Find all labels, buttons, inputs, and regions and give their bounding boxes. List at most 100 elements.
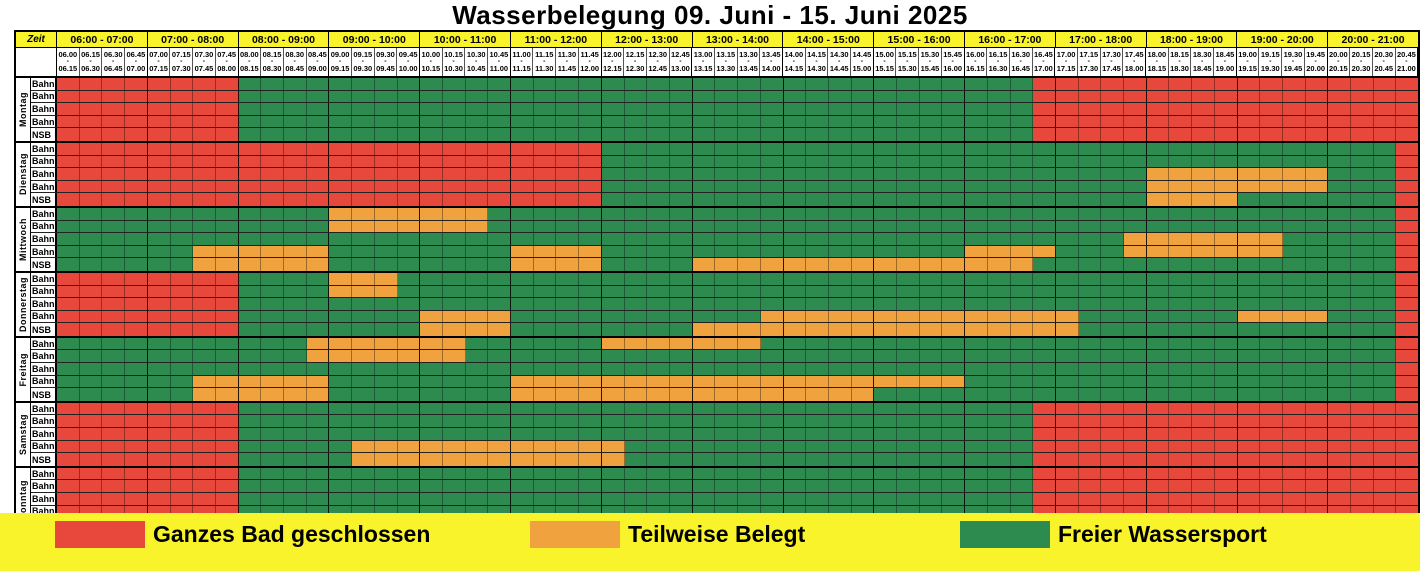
slot-cell xyxy=(442,180,466,193)
slot-cell xyxy=(601,402,625,415)
slot-cell xyxy=(215,207,239,220)
day-label-text: Freitag xyxy=(18,352,28,387)
slot-cell xyxy=(1260,103,1283,115)
slot-cell xyxy=(874,103,898,115)
slot-cell xyxy=(1328,180,1352,193)
slot-cell xyxy=(1101,480,1125,492)
slot-cell xyxy=(79,505,103,518)
slot-cell xyxy=(1146,415,1170,428)
slot-cell xyxy=(647,453,670,466)
slot-cell xyxy=(57,168,80,180)
slot-cell xyxy=(851,363,875,375)
lane-row-bahn-1: Bahn 1 xyxy=(31,467,1419,481)
slot-cell xyxy=(1282,258,1306,271)
slot-cell xyxy=(533,207,557,220)
slot-cell xyxy=(1010,168,1034,180)
slot-cell xyxy=(1282,402,1306,415)
slot-cell xyxy=(738,363,761,375)
slot-cell xyxy=(1033,337,1056,350)
slot-cell xyxy=(601,428,625,440)
slot-cell xyxy=(261,388,285,401)
slot-cell xyxy=(987,285,1011,298)
slot-cell xyxy=(897,467,920,480)
slot-cell xyxy=(669,453,693,466)
slot-cell xyxy=(465,142,489,155)
quarter-header-cell: 13.15-13.30 xyxy=(715,48,738,76)
slot-cell xyxy=(942,155,966,168)
lane-label: Bahn 2 xyxy=(31,285,57,298)
slot-cell xyxy=(965,233,988,245)
lane-row-bahn-4: Bahn 4 xyxy=(31,180,1419,194)
slot-cell xyxy=(647,285,670,298)
slot-cell xyxy=(1305,220,1329,233)
slot-cell xyxy=(1033,285,1056,298)
slot-cell xyxy=(1055,467,1079,480)
slot-cell xyxy=(1396,415,1419,428)
slot-cell xyxy=(1192,375,1215,388)
slot-cell xyxy=(828,480,852,492)
slot-cell xyxy=(147,388,171,401)
slot-cell xyxy=(374,428,398,440)
slot-cell xyxy=(284,493,307,505)
slot-cell xyxy=(1328,375,1352,388)
slot-cell xyxy=(397,505,421,518)
slot-cell xyxy=(715,245,739,258)
slot-cell xyxy=(1260,350,1283,363)
slot-cell xyxy=(215,388,239,401)
slot-cell xyxy=(624,467,648,480)
slot-cell xyxy=(1237,298,1261,310)
slot-cell xyxy=(828,298,852,310)
slot-cell xyxy=(125,207,148,220)
slot-cell xyxy=(374,180,398,193)
slot-cell xyxy=(1373,142,1397,155)
slot-cell xyxy=(465,155,489,168)
slot-cell xyxy=(783,402,807,415)
slot-cell xyxy=(1124,402,1147,415)
slot-cell xyxy=(1033,180,1056,193)
slot-cell xyxy=(238,350,262,363)
slot-cell xyxy=(420,155,443,168)
slot-cell xyxy=(57,233,80,245)
slot-cell xyxy=(874,350,898,363)
slot-cell xyxy=(942,233,966,245)
slot-cell xyxy=(624,440,648,453)
slot-cell xyxy=(1055,142,1079,155)
slot-cell xyxy=(647,388,670,401)
slot-cell xyxy=(284,207,307,220)
slot-cell xyxy=(624,168,648,180)
slot-cell xyxy=(374,245,398,258)
slot-cell xyxy=(1192,128,1215,141)
slot-cell xyxy=(1124,103,1147,115)
slot-cell xyxy=(284,168,307,180)
slot-cell xyxy=(79,415,103,428)
slot-cell xyxy=(374,337,398,350)
slot-cell xyxy=(57,78,80,90)
slot-cell xyxy=(851,493,875,505)
slot-cell xyxy=(647,245,670,258)
slot-cell xyxy=(624,285,648,298)
slot-cell xyxy=(1055,180,1079,193)
slot-cell xyxy=(987,78,1011,90)
slot-cell xyxy=(1078,245,1102,258)
slot-cell xyxy=(579,402,602,415)
quarter-header-cell: 08.15-08.30 xyxy=(261,48,284,76)
slot-cell xyxy=(261,220,285,233)
slot-cell xyxy=(987,272,1011,285)
slot-cell xyxy=(1169,337,1193,350)
slot-cell xyxy=(1124,220,1147,233)
slot-cell xyxy=(1124,128,1147,141)
slot-cell xyxy=(851,115,875,128)
slot-cell xyxy=(465,337,489,350)
slot-cell xyxy=(442,415,466,428)
slot-cell xyxy=(1351,207,1374,220)
slot-cell xyxy=(715,480,739,492)
slot-cell xyxy=(851,415,875,428)
slot-cell xyxy=(1328,272,1352,285)
quarter-header-cell: 06.15-06.30 xyxy=(80,48,103,76)
slot-cell xyxy=(329,180,353,193)
quarter-header-cell: 07.45-08.00 xyxy=(216,48,239,76)
slot-cell xyxy=(1396,350,1419,363)
slot-cell xyxy=(57,90,80,103)
slot-cell xyxy=(238,233,262,245)
